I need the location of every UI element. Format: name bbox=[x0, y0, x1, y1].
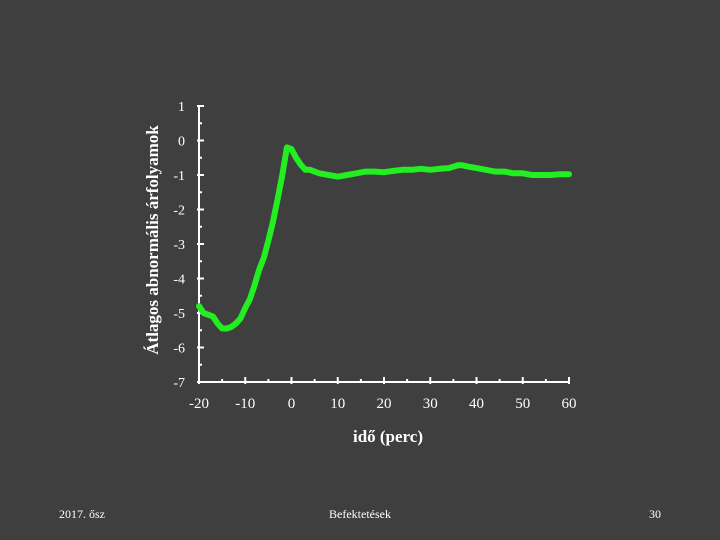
x-tick-label: 0 bbox=[288, 396, 296, 412]
x-tick-label: -20 bbox=[189, 396, 209, 412]
series-line bbox=[196, 144, 572, 332]
y-tick-label: 1 bbox=[178, 100, 185, 115]
chart-axes bbox=[198, 106, 569, 383]
y-tick-label: 0 bbox=[178, 135, 185, 150]
x-tick-label: 20 bbox=[377, 396, 392, 412]
y-tick-label: -1 bbox=[173, 169, 185, 184]
footer-date: 2017. ősz bbox=[59, 507, 105, 521]
x-tick-label: 40 bbox=[469, 396, 484, 412]
chart-ticks: 10-1-2-3-4-5-6-7-20 -10 0 10 20 30 40 50 60 bbox=[173, 100, 576, 412]
y-tick-label: -2 bbox=[173, 204, 185, 219]
y-axis-label: Átlagos abnormális árfolyamok bbox=[143, 125, 162, 355]
x-tick-label: 60 bbox=[562, 396, 577, 412]
x-tick-label: 50 bbox=[515, 396, 530, 412]
footer-title: Befektetések bbox=[329, 507, 391, 521]
x-tick-label: 30 bbox=[423, 396, 438, 412]
slide-number: 30 bbox=[649, 507, 661, 521]
chart-series bbox=[196, 144, 572, 332]
x-axis-label: idő (perc) bbox=[353, 427, 423, 446]
y-tick-label: -5 bbox=[173, 307, 185, 322]
y-tick-label: -3 bbox=[173, 238, 185, 253]
y-tick-label: -7 bbox=[173, 376, 185, 391]
y-tick-label: -6 bbox=[173, 342, 185, 357]
x-tick-label: -10 bbox=[235, 396, 255, 412]
x-tick-label: 10 bbox=[330, 396, 345, 412]
y-tick-label: -4 bbox=[173, 273, 185, 288]
